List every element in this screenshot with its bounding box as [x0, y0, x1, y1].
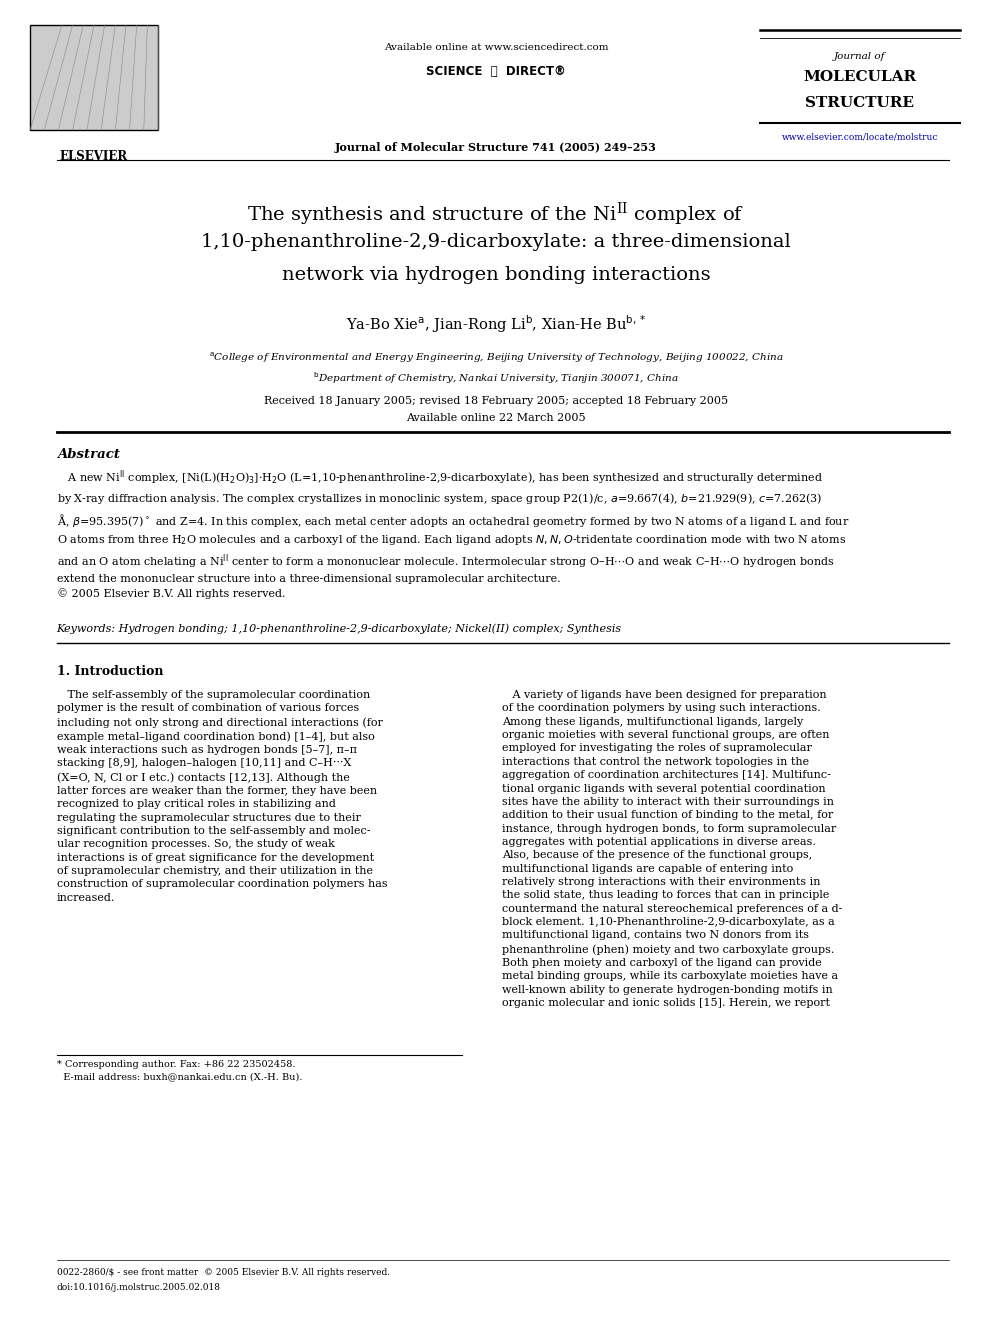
Text: Abstract: Abstract: [57, 448, 120, 460]
Text: A new Ni$^{\mathrm{II}}$ complex, [Ni(L)(H$_2$O)$_3$]$\cdot$H$_2$O (L=1,10-phena: A new Ni$^{\mathrm{II}}$ complex, [Ni(L)…: [57, 468, 849, 599]
Text: Journal of Molecular Structure 741 (2005) 249–253: Journal of Molecular Structure 741 (2005…: [335, 142, 657, 153]
Text: SCIENCE  ⓓ  DIRECT®: SCIENCE ⓓ DIRECT®: [427, 65, 565, 78]
Text: doi:10.1016/j.molstruc.2005.02.018: doi:10.1016/j.molstruc.2005.02.018: [57, 1283, 220, 1293]
Text: Ya-Bo Xie$^{\mathrm{a}}$, Jian-Rong Li$^{\mathrm{b}}$, Xian-He Bu$^{\mathrm{b,*}: Ya-Bo Xie$^{\mathrm{a}}$, Jian-Rong Li$^…: [346, 314, 646, 335]
Text: 1. Introduction: 1. Introduction: [57, 665, 163, 677]
Text: $^{\mathrm{a}}$College of Environmental and Energy Engineering, Beijing Universi: $^{\mathrm{a}}$College of Environmental …: [208, 351, 784, 365]
Text: Received 18 January 2005; revised 18 February 2005; accepted 18 February 2005: Received 18 January 2005; revised 18 Feb…: [264, 396, 728, 406]
Text: Available online 22 March 2005: Available online 22 March 2005: [406, 413, 586, 423]
Text: * Corresponding author. Fax: +86 22 23502458.
  E-mail address: buxh@nankai.edu.: * Corresponding author. Fax: +86 22 2350…: [57, 1060, 302, 1081]
Text: The synthesis and structure of the Ni$^{\mathregular{II}}$ complex of: The synthesis and structure of the Ni$^{…: [247, 200, 745, 228]
Text: 0022-2860/$ - see front matter  © 2005 Elsevier B.V. All rights reserved.: 0022-2860/$ - see front matter © 2005 El…: [57, 1267, 390, 1277]
Text: 1,10-phenanthroline-2,9-dicarboxylate: a three-dimensional: 1,10-phenanthroline-2,9-dicarboxylate: a…: [201, 233, 791, 251]
Bar: [30, 25, 158, 130]
Text: The self-assembly of the supramolecular coordination
polymer is the result of co: The self-assembly of the supramolecular …: [57, 691, 387, 902]
Text: STRUCTURE: STRUCTURE: [806, 97, 915, 110]
Text: Keywords: Hydrogen bonding; 1,10-phenanthroline-2,9-dicarboxylate; Nickel(II) co: Keywords: Hydrogen bonding; 1,10-phenant…: [57, 623, 622, 634]
Text: $^{\mathrm{b}}$Department of Chemistry, Nankai University, Tianjin 300071, China: $^{\mathrm{b}}$Department of Chemistry, …: [313, 370, 679, 386]
Text: network via hydrogen bonding interactions: network via hydrogen bonding interaction…: [282, 266, 710, 284]
Text: MOLECULAR: MOLECULAR: [804, 70, 917, 83]
Text: Journal of: Journal of: [834, 52, 886, 61]
Text: A variety of ligands have been designed for preparation
of the coordination poly: A variety of ligands have been designed …: [502, 691, 842, 1008]
Text: Available online at www.sciencedirect.com: Available online at www.sciencedirect.co…: [384, 44, 608, 52]
Text: ELSEVIER: ELSEVIER: [60, 149, 128, 163]
Text: www.elsevier.com/locate/molstruc: www.elsevier.com/locate/molstruc: [782, 132, 938, 142]
